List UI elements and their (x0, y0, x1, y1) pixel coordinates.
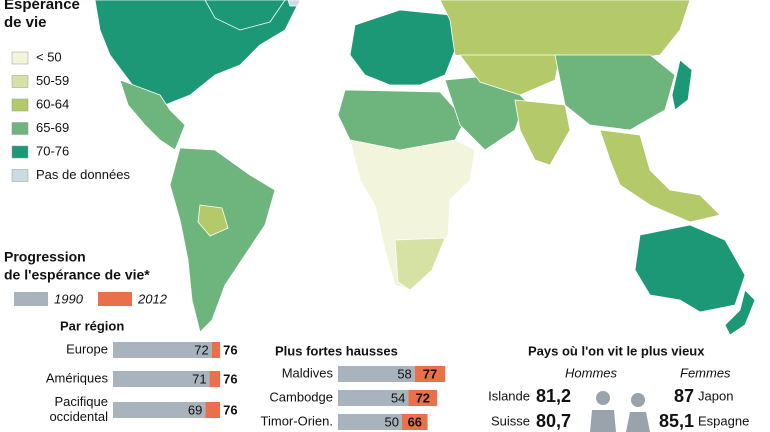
bolivia (197, 204, 229, 237)
legend-swatch (11, 51, 29, 65)
bar-1990 (338, 414, 402, 430)
legend-label: 50-59 (36, 73, 69, 88)
new-zealand (724, 289, 756, 336)
central-asia (459, 54, 561, 96)
life-expectancy: 81,2 (536, 386, 571, 406)
legend-swatch (11, 169, 29, 182)
section-title: Progression (4, 249, 86, 265)
value-label-2012: 76 (223, 342, 237, 357)
value-label-1990: 71 (192, 371, 206, 386)
section-title: de l'espérance de vie* (4, 267, 150, 283)
woman-icon (631, 393, 645, 407)
country-label: Suisse (491, 413, 530, 428)
map-legend: Espérance de vie (4, 0, 80, 31)
value-label-2012: 76 (223, 371, 237, 386)
europe (349, 9, 456, 86)
value-label-1990: 54 (391, 390, 405, 405)
bar-1990 (113, 371, 210, 387)
value-label-2012: 72 (416, 390, 430, 405)
row-label: Amériques (46, 370, 109, 385)
legend-label: 60-64 (36, 96, 69, 111)
country-label: Espagne (698, 413, 749, 428)
bar-2012 (408, 390, 438, 406)
value-label-1990: 69 (188, 402, 202, 417)
legend-swatch (14, 292, 48, 306)
central-america (119, 79, 186, 151)
progression: Progression de l'espérance de vie* Par r… (4, 249, 398, 359)
bar-1990 (338, 366, 415, 382)
value-label-1990: 50 (385, 414, 399, 429)
man-icon (596, 391, 610, 405)
legend-label: 1990 (54, 291, 84, 306)
legend-label: 2012 (137, 291, 168, 306)
legend-swatch (11, 145, 29, 159)
china (554, 54, 676, 131)
row-label: Timor-Orien. (261, 413, 333, 428)
life-expectancy: 87 (674, 386, 694, 406)
column-label: Femmes (680, 365, 731, 380)
legend-label: 70-76 (36, 143, 69, 158)
legend-label: 65-69 (36, 120, 69, 135)
country-label: Japon (698, 388, 733, 403)
man-icon (590, 410, 616, 432)
legend-label: < 50 (36, 49, 62, 64)
bar-2012 (209, 371, 221, 387)
row-label: Cambodge (269, 389, 333, 404)
southern-africa (394, 237, 446, 291)
russia (439, 0, 691, 61)
legend-swatch (11, 75, 29, 88)
world-map (94, 0, 756, 336)
country-label: Islande (488, 388, 530, 403)
legend-swatch (98, 292, 132, 306)
bar-2012 (414, 366, 446, 382)
silhouettes (590, 391, 650, 432)
north-africa (337, 89, 466, 151)
subsection-title: Pays où l'on vit le plus vieux (528, 343, 705, 358)
value-label-2012: 66 (408, 414, 422, 429)
bar-1990 (113, 402, 206, 418)
value-label-2012: 76 (223, 402, 237, 417)
southeast-asia (599, 129, 721, 223)
australia (634, 224, 746, 313)
life-expectancy: 85,1 (659, 411, 694, 431)
row-label: Pacifique (55, 394, 108, 409)
no-data-region (287, 0, 301, 7)
bar-2012 (205, 402, 221, 418)
woman-icon (626, 412, 650, 432)
life-expectancy: 80,7 (536, 411, 571, 431)
row-label: Maldives (282, 365, 334, 380)
bar-1990 (113, 342, 212, 358)
subsection-title: Par région (60, 318, 124, 333)
oldest-countries: Pays où l'on vit le plus vieux Hommes Fe… (528, 343, 731, 432)
subsection-title: Plus fortes hausses (275, 343, 398, 358)
value-label-2012: 77 (423, 366, 437, 381)
row-label: Europe (66, 341, 108, 356)
bar-2012 (211, 342, 221, 358)
legend-title: Espérance (4, 0, 80, 13)
japan (671, 59, 693, 111)
bar-1990 (338, 390, 409, 406)
bar-2012 (402, 414, 428, 430)
south-america (169, 147, 276, 333)
value-label-1990: 58 (397, 366, 411, 381)
legend-swatch (11, 98, 29, 112)
legend-title: de vie (4, 14, 47, 31)
legend-label: Pas de données (36, 167, 130, 182)
row-label: occidental (49, 409, 108, 424)
value-label-1990: 72 (194, 342, 208, 357)
legend-swatch (11, 122, 29, 135)
column-label: Hommes (565, 365, 618, 380)
greenland (204, 0, 286, 31)
